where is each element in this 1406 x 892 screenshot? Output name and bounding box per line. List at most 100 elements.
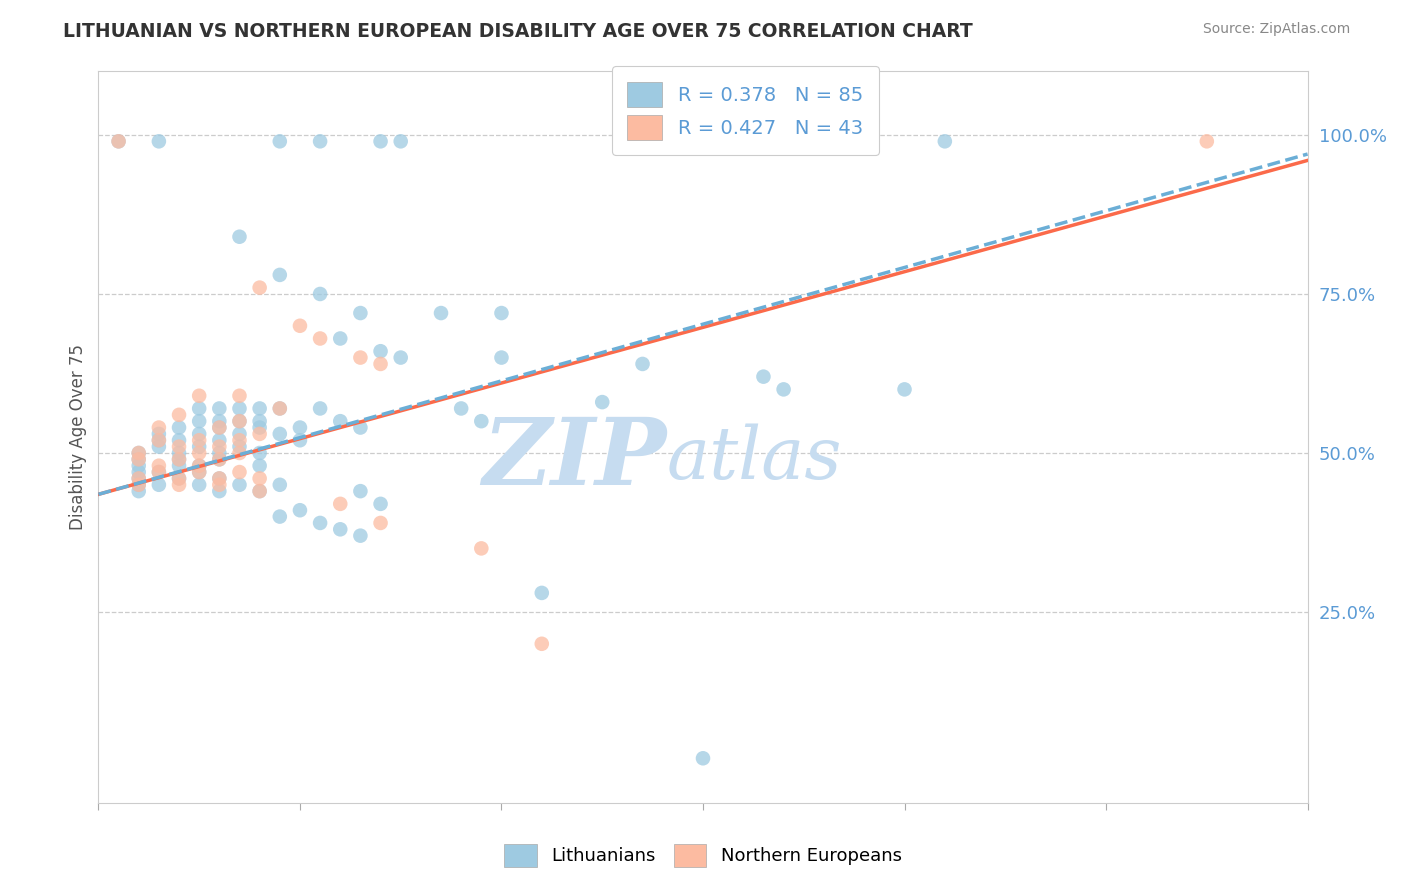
Point — [249, 471, 271, 485]
Legend: Lithuanians, Northern Europeans: Lithuanians, Northern Europeans — [498, 837, 908, 874]
Point — [208, 452, 231, 467]
Point — [309, 287, 332, 301]
Point — [188, 426, 211, 441]
Point — [530, 637, 553, 651]
Text: LITHUANIAN VS NORTHERN EUROPEAN DISABILITY AGE OVER 75 CORRELATION CHART: LITHUANIAN VS NORTHERN EUROPEAN DISABILI… — [63, 22, 973, 41]
Point — [389, 351, 412, 365]
Point — [934, 134, 956, 148]
Point — [167, 440, 190, 454]
Point — [208, 471, 231, 485]
Point — [148, 426, 170, 441]
Point — [188, 440, 211, 454]
Point — [228, 401, 250, 416]
Point — [208, 452, 231, 467]
Point — [450, 401, 472, 416]
Point — [228, 414, 250, 428]
Point — [530, 586, 553, 600]
Point — [309, 331, 332, 345]
Point — [208, 446, 231, 460]
Point — [349, 306, 371, 320]
Point — [591, 395, 613, 409]
Point — [208, 414, 231, 428]
Point — [269, 509, 291, 524]
Point — [228, 414, 250, 428]
Point — [309, 134, 332, 148]
Point — [188, 477, 211, 491]
Point — [128, 446, 150, 460]
Point — [288, 434, 311, 448]
Point — [228, 477, 250, 491]
Point — [228, 465, 250, 479]
Point — [288, 420, 311, 434]
Point — [309, 516, 332, 530]
Point — [188, 414, 211, 428]
Point — [329, 331, 352, 345]
Point — [269, 477, 291, 491]
Point — [208, 484, 231, 499]
Point — [370, 357, 392, 371]
Point — [269, 401, 291, 416]
Point — [208, 420, 231, 434]
Point — [249, 446, 271, 460]
Point — [430, 306, 453, 320]
Point — [128, 452, 150, 467]
Point — [269, 401, 291, 416]
Point — [167, 446, 190, 460]
Point — [128, 477, 150, 491]
Point — [107, 134, 129, 148]
Point — [167, 471, 190, 485]
Point — [128, 484, 150, 499]
Point — [148, 465, 170, 479]
Point — [491, 306, 513, 320]
Point — [349, 529, 371, 543]
Point — [228, 434, 250, 448]
Point — [389, 134, 412, 148]
Point — [309, 401, 332, 416]
Point — [1195, 134, 1218, 148]
Point — [249, 426, 271, 441]
Point — [329, 522, 352, 536]
Point — [188, 389, 211, 403]
Point — [370, 344, 392, 359]
Point — [249, 280, 271, 294]
Point — [167, 458, 190, 473]
Text: atlas: atlas — [666, 424, 842, 494]
Point — [107, 134, 129, 148]
Point — [167, 434, 190, 448]
Point — [167, 452, 190, 467]
Point — [349, 351, 371, 365]
Point — [491, 351, 513, 365]
Point — [167, 477, 190, 491]
Point — [128, 452, 150, 467]
Text: ZIP: ZIP — [482, 414, 666, 504]
Point — [228, 446, 250, 460]
Point — [188, 465, 211, 479]
Point — [188, 434, 211, 448]
Point — [288, 503, 311, 517]
Point — [692, 751, 714, 765]
Point — [249, 420, 271, 434]
Point — [148, 458, 170, 473]
Text: Source: ZipAtlas.com: Source: ZipAtlas.com — [1202, 22, 1350, 37]
Point — [470, 541, 492, 556]
Point — [269, 268, 291, 282]
Point — [148, 420, 170, 434]
Point — [167, 471, 190, 485]
Point — [167, 408, 190, 422]
Y-axis label: Disability Age Over 75: Disability Age Over 75 — [69, 344, 87, 530]
Point — [148, 477, 170, 491]
Point — [128, 477, 150, 491]
Point — [349, 484, 371, 499]
Point — [188, 458, 211, 473]
Point — [228, 389, 250, 403]
Point — [329, 497, 352, 511]
Point — [208, 477, 231, 491]
Point — [329, 414, 352, 428]
Point — [148, 465, 170, 479]
Point — [370, 516, 392, 530]
Point — [208, 434, 231, 448]
Point — [631, 357, 654, 371]
Point — [128, 458, 150, 473]
Point — [228, 229, 250, 244]
Point — [167, 420, 190, 434]
